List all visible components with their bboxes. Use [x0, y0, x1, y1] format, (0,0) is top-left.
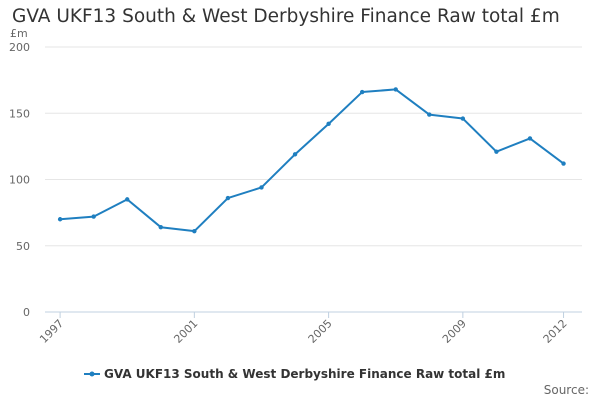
data-point[interactable] [192, 228, 197, 234]
data-point[interactable] [91, 214, 96, 219]
x-tick-label: 1997 [37, 317, 66, 346]
data-point[interactable] [326, 121, 331, 127]
y-tick-label: 100 [9, 174, 30, 187]
series-line [59, 88, 565, 233]
data-point[interactable] [561, 161, 566, 166]
data-point[interactable] [393, 87, 398, 92]
y-tick-label: 150 [9, 107, 30, 120]
gridlines [45, 46, 582, 247]
y-axis-label: £m [10, 27, 28, 40]
data-point[interactable] [57, 217, 63, 222]
data-point[interactable] [494, 149, 499, 154]
x-tick-label: 2009 [440, 317, 469, 346]
legend: GVA UKF13 South & West Derbyshire Financ… [84, 367, 505, 381]
data-point[interactable] [427, 112, 432, 117]
data-point[interactable] [225, 195, 231, 201]
data-point[interactable] [292, 152, 298, 157]
chart-title: GVA UKF13 South & West Derbyshire Financ… [12, 6, 560, 27]
legend-item-label[interactable]: GVA UKF13 South & West Derbyshire Financ… [104, 367, 505, 381]
data-point[interactable] [527, 136, 533, 141]
data-point[interactable] [460, 116, 466, 121]
y-tick-label: 200 [9, 41, 30, 54]
data-point[interactable] [359, 89, 365, 95]
x-tick-label: 2005 [306, 317, 335, 346]
x-tick-label: 2012 [541, 317, 570, 346]
data-point[interactable] [125, 197, 130, 202]
y-tick-label: 50 [16, 240, 30, 253]
series-layer [57, 87, 566, 234]
data-point[interactable] [259, 185, 264, 190]
x-tick-label: 2001 [171, 317, 200, 346]
y-tick-label: 0 [23, 306, 30, 319]
legend-marker [89, 371, 95, 377]
axes: 0 50 100 150 200£m 1997 2001 2005 2009 2012 [9, 27, 582, 346]
source-label: Source: [544, 383, 589, 397]
data-point[interactable] [158, 225, 163, 230]
